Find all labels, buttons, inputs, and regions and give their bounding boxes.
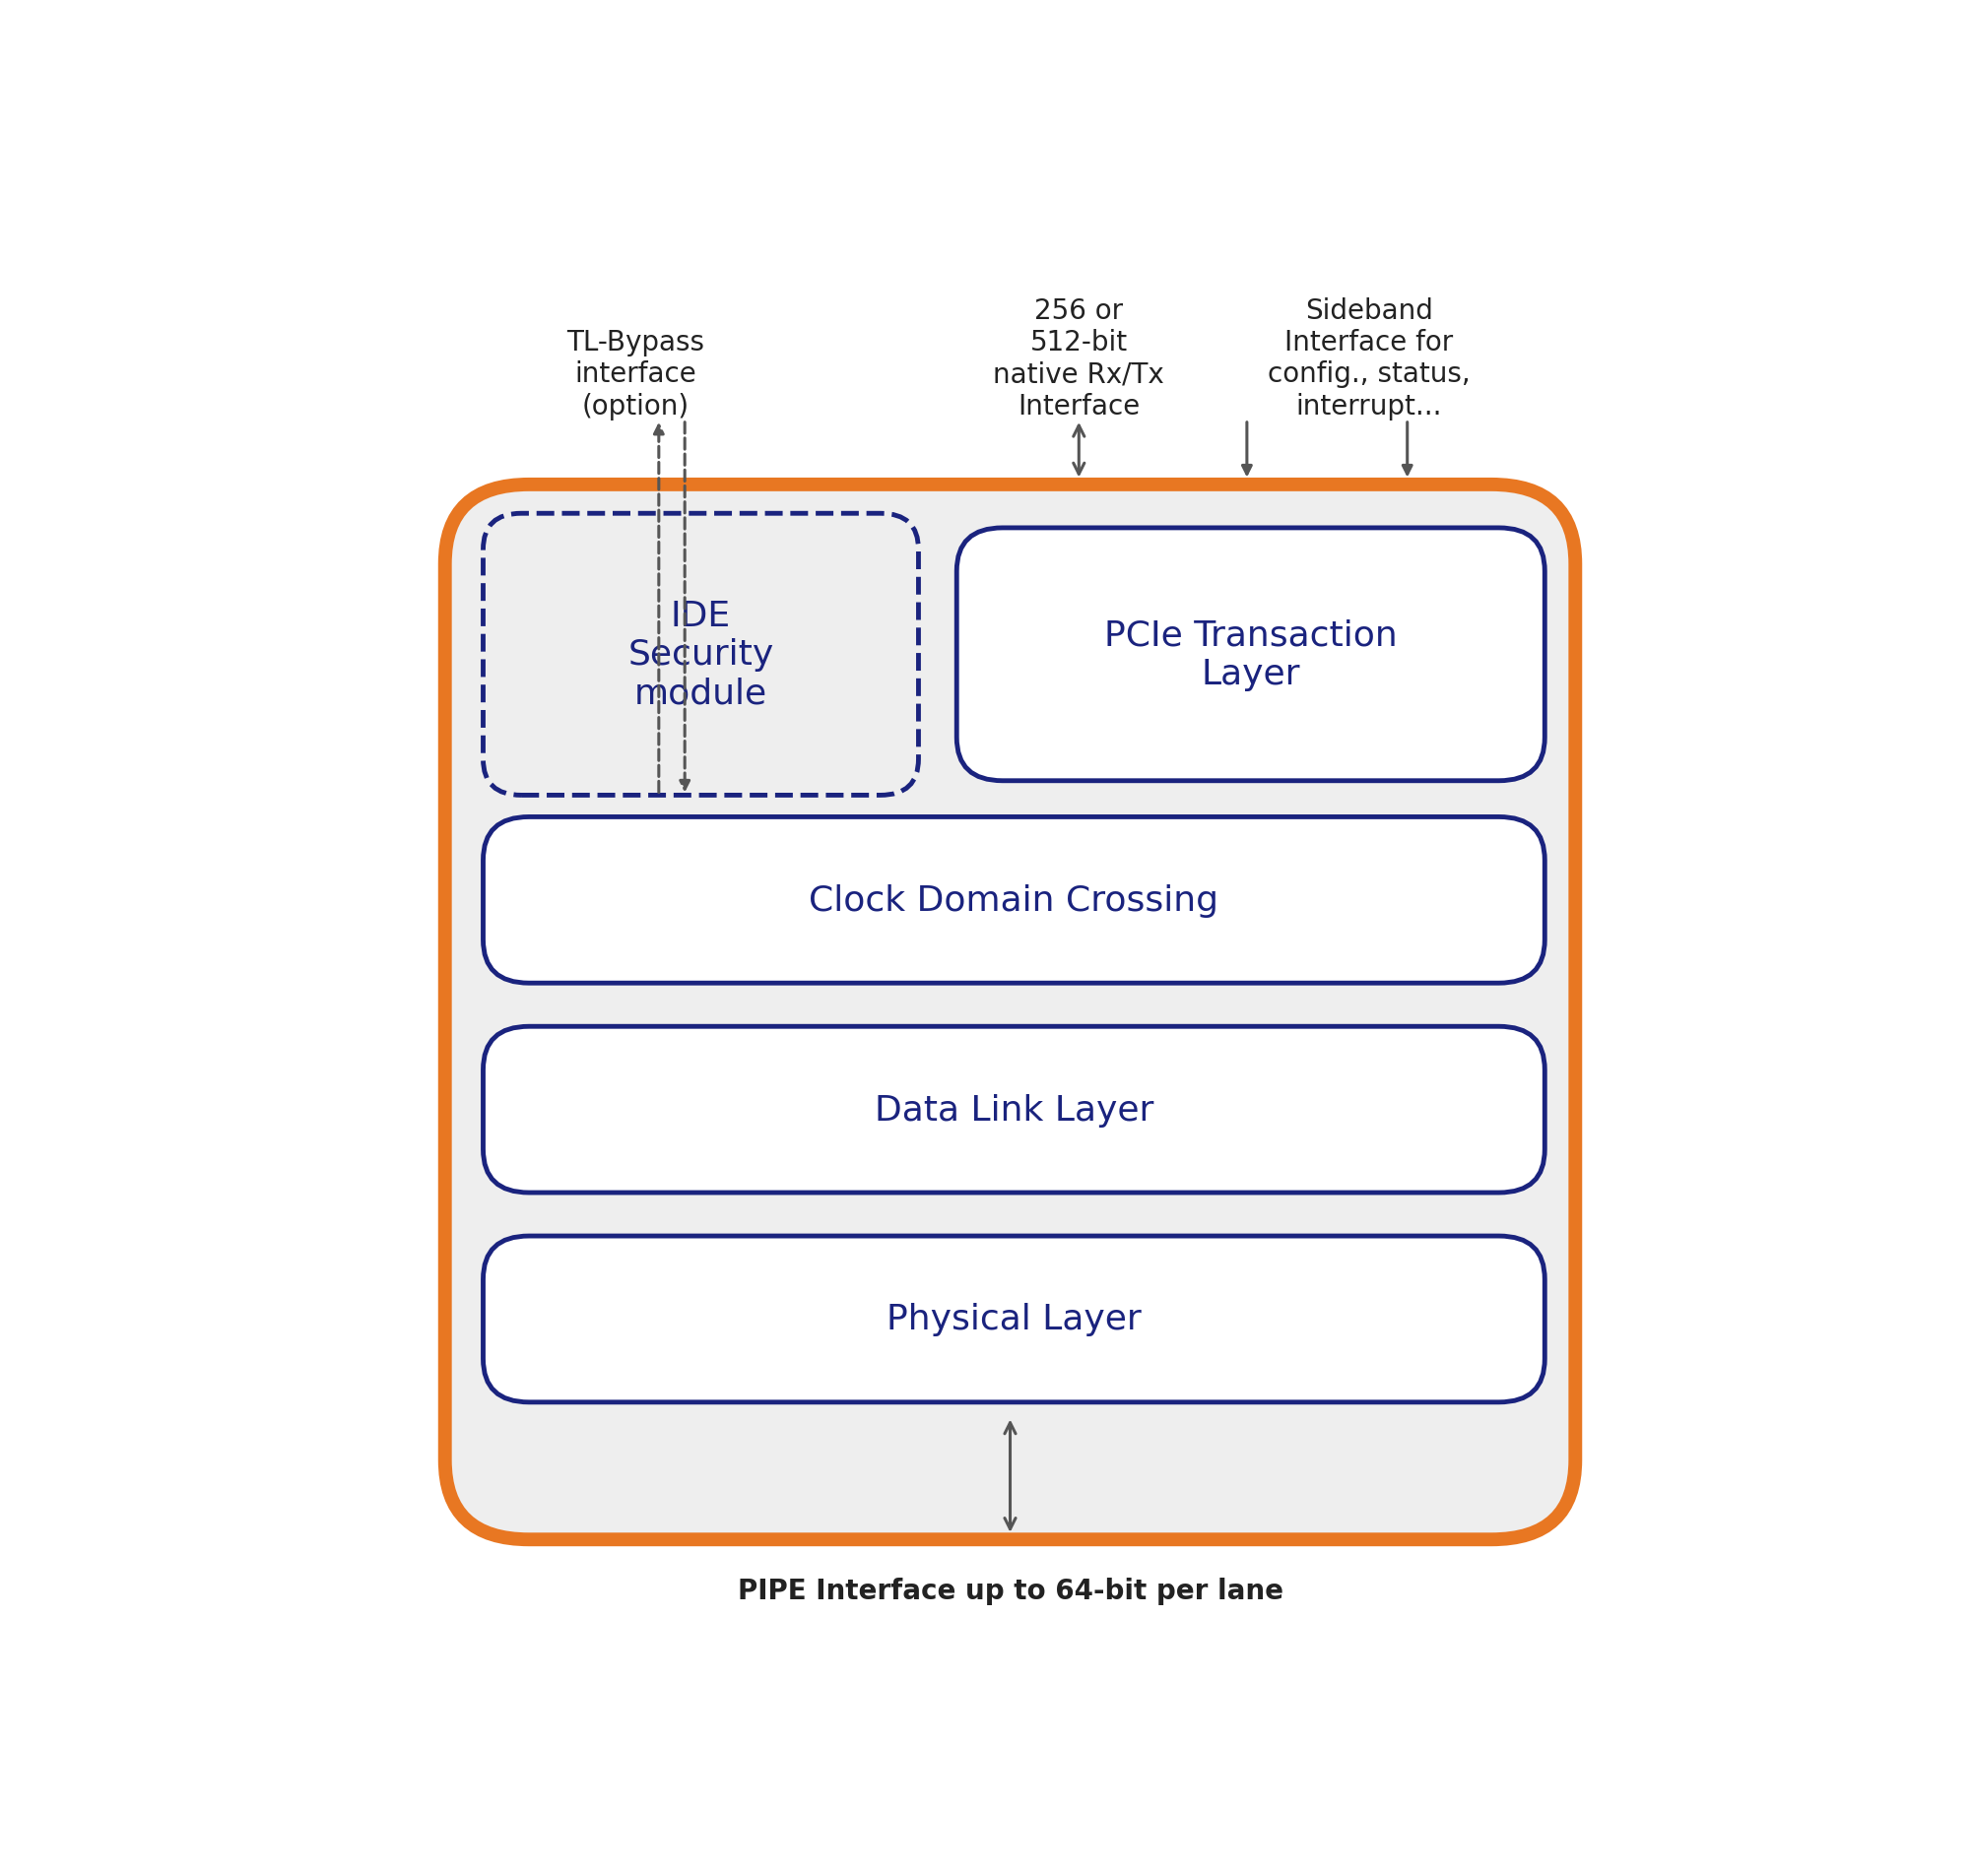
FancyBboxPatch shape <box>956 529 1545 780</box>
Text: 256 or
512-bit
native Rx/Tx
Interface: 256 or 512-bit native Rx/Tx Interface <box>993 296 1165 420</box>
Text: PIPE Interface up to 64-bit per lane: PIPE Interface up to 64-bit per lane <box>737 1576 1283 1604</box>
Text: IDE
Security
module: IDE Security module <box>629 598 775 711</box>
Text: Sideband
Interface for
config., status,
interrupt...: Sideband Interface for config., status, … <box>1267 296 1470 420</box>
FancyBboxPatch shape <box>483 818 1545 983</box>
Text: Physical Layer: Physical Layer <box>887 1302 1141 1336</box>
Text: Data Link Layer: Data Link Layer <box>875 1094 1153 1127</box>
Text: Clock Domain Crossing: Clock Domain Crossing <box>808 884 1218 917</box>
Text: TL-Bypass
interface
(option): TL-Bypass interface (option) <box>568 328 706 420</box>
FancyBboxPatch shape <box>483 1236 1545 1403</box>
FancyBboxPatch shape <box>483 514 918 795</box>
FancyBboxPatch shape <box>483 1026 1545 1193</box>
Text: PCIe Transaction
Layer: PCIe Transaction Layer <box>1104 619 1397 690</box>
FancyBboxPatch shape <box>445 486 1575 1540</box>
